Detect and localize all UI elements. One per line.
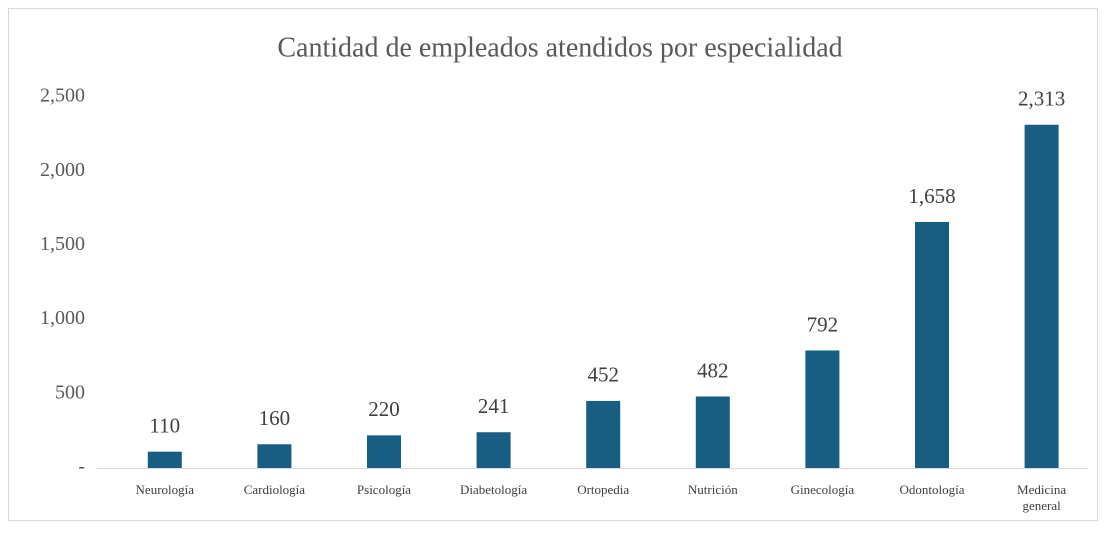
bar — [476, 432, 511, 468]
y-tick-label: 1,500 — [40, 233, 85, 255]
x-tick-label: Psicología — [356, 482, 412, 497]
x-tick-label: Ortopedia — [577, 482, 630, 497]
bar — [915, 221, 949, 468]
bar — [695, 396, 730, 468]
x-tick-label: Neurología — [135, 482, 195, 497]
y-tick-label: - — [78, 456, 85, 478]
data-label: 2,313 — [1018, 87, 1065, 111]
y-tick-label: 2,000 — [40, 159, 85, 181]
bar — [586, 400, 621, 468]
x-tick-label: Ginecología — [790, 482, 855, 497]
data-label: 482 — [697, 358, 729, 382]
bar — [367, 435, 401, 468]
bar — [257, 444, 292, 468]
x-tick-label: Diabetología — [460, 482, 528, 497]
data-label: 792 — [807, 312, 839, 336]
data-label: 220 — [368, 397, 400, 421]
x-tick-label: Medicina general — [1017, 482, 1067, 513]
bar — [1024, 124, 1059, 469]
bar — [805, 350, 840, 468]
data-label: 241 — [478, 394, 510, 418]
chart-title: Cantidad de empleados atendidos por espe… — [277, 32, 842, 63]
bar — [147, 451, 182, 468]
data-label: 110 — [149, 413, 180, 437]
data-label: 160 — [259, 406, 291, 430]
x-tick-label: Odontología — [899, 482, 965, 497]
y-tick-label: 2,500 — [40, 85, 85, 107]
x-tick-label: Cardiología — [243, 482, 306, 497]
x-tick-label: Nutrición — [687, 482, 738, 497]
y-tick-label: 1,000 — [40, 307, 85, 329]
y-tick-label: 500 — [55, 381, 85, 403]
data-label: 1,658 — [908, 184, 955, 208]
data-label: 452 — [587, 363, 619, 387]
